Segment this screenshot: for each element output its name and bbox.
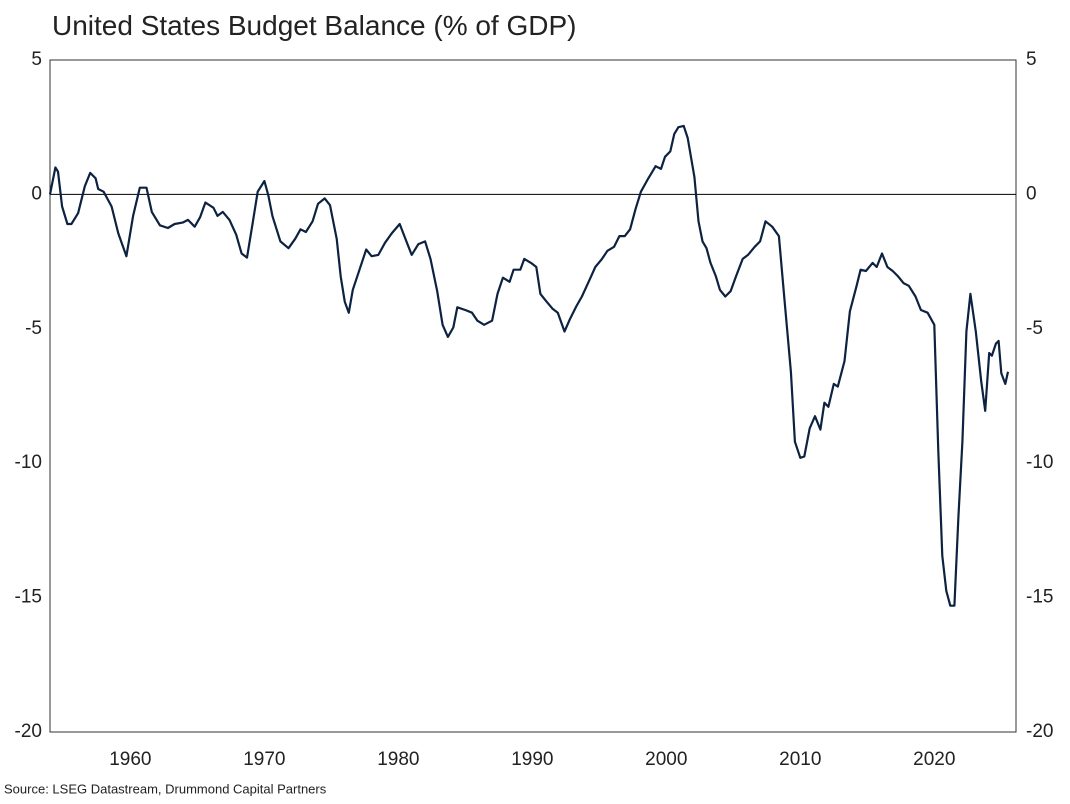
x-tick-label: 2010 [779,749,821,770]
x-tick-label: 2020 [913,749,955,770]
x-tick-label: 1980 [377,749,419,770]
y2-tick-label: -10 [1026,452,1053,473]
plot-frame [49,59,1017,733]
y-tick-label: -20 [15,721,42,742]
x-tick-label: 1970 [243,749,285,770]
y-tick-label: -10 [15,452,42,473]
y-tick-label: -5 [25,318,42,339]
series-line [48,124,1010,607]
y2-tick-label: 5 [1026,49,1037,70]
y2-tick-label: 0 [1026,183,1037,204]
y-tick-label: 0 [31,183,42,204]
y2-tick-label: -5 [1026,318,1043,339]
y-tick-label: -15 [15,587,42,608]
y-tick-label: 5 [31,49,42,70]
x-tick-label: 2000 [645,749,687,770]
x-tick-label: 1990 [511,749,553,770]
source-note: Source: LSEG Datastream, Drummond Capita… [4,781,327,796]
y2-tick-label: -20 [1026,721,1053,742]
y2-tick-label: -15 [1026,587,1053,608]
x-tick-label: 1960 [109,749,151,770]
chart-title: United States Budget Balance (% of GDP) [52,10,577,41]
